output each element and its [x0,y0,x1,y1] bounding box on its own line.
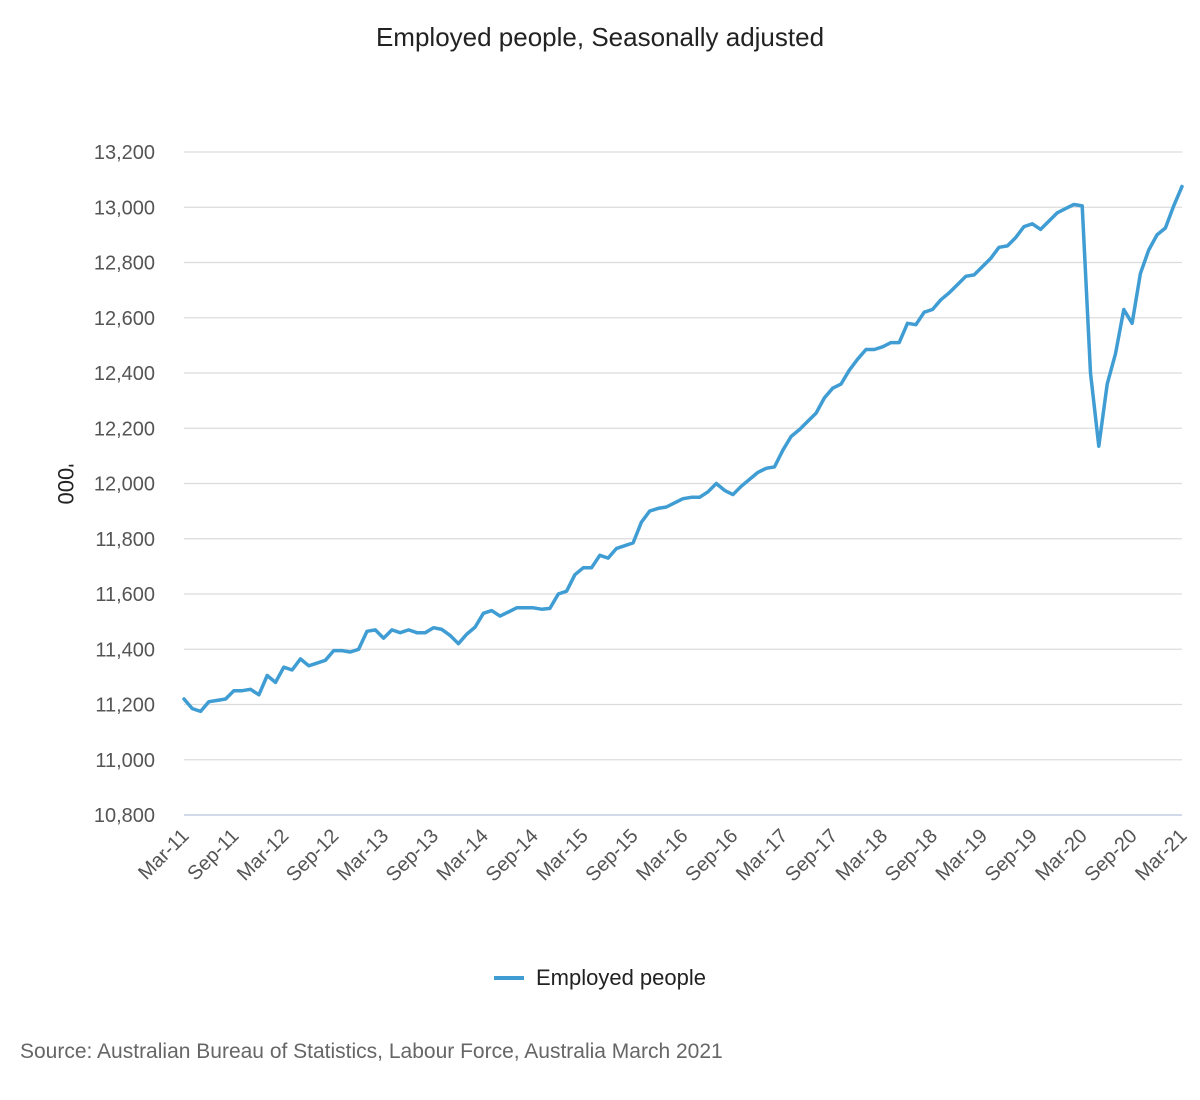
y-tick-label: 12,800 [94,253,155,275]
x-tick-label: Mar-15 [532,825,592,885]
source-note: Source: Australian Bureau of Statistics,… [20,1040,723,1063]
series-line-employed-people [182,184,1184,714]
y-tick-label: 11,000 [95,750,155,772]
x-tick-label: Sep-12 [282,825,343,886]
y-tick-label: 13,200 [94,142,155,164]
y-tick-label: 12,200 [94,418,155,440]
x-tick-label: Mar-14 [433,825,493,885]
x-axis-ticks: Mar-11Sep-11Mar-12Sep-12Mar-13Sep-13Mar-… [134,825,1191,886]
y-tick-label: 11,600 [95,584,155,606]
x-tick-label: Mar-20 [1031,825,1091,885]
y-tick-label: 11,800 [95,529,155,551]
y-tick-label: 13,000 [94,197,155,219]
y-tick-label: 11,400 [95,639,155,661]
y-tick-label: 12,000 [94,474,155,496]
y-tick-label: 12,400 [94,363,155,385]
x-tick-label: Sep-18 [881,825,942,886]
x-tick-label: Mar-21 [1131,825,1191,885]
x-tick-label: Sep-16 [681,825,742,886]
x-tick-label: Sep-14 [482,825,543,886]
x-tick-label: Mar-12 [233,825,293,885]
x-tick-label: Mar-19 [932,825,992,885]
x-tick-label: Sep-13 [382,825,443,886]
x-tick-label: Mar-11 [134,825,193,884]
gridlines [184,151,1182,816]
chart-title: Employed people, Seasonally adjusted [375,22,825,52]
x-tick-label: Sep-19 [981,825,1042,886]
series-layer [182,184,1184,714]
legend: Employed people [0,965,1200,991]
x-tick-label: Mar-13 [333,825,393,885]
y-axis-label: '000 [53,464,78,505]
y-tick-label: 10,800 [94,805,155,827]
legend-swatch [493,976,524,980]
x-tick-label: Mar-16 [632,825,692,885]
y-tick-label: 12,600 [94,308,155,330]
y-axis-ticks: 10,800 11,000 11,200 11,400 11,600 11,800 12,0… [94,142,155,827]
legend-label: Employed people [535,965,706,990]
x-tick-label: Sep-20 [1080,825,1141,886]
x-tick-label: Sep-11 [183,825,243,885]
x-tick-label: Mar-17 [732,825,792,885]
x-tick-label: Sep-15 [581,825,642,886]
x-tick-label: Sep-17 [781,825,842,886]
y-tick-label: 11,200 [95,695,155,717]
x-tick-label: Mar-18 [832,825,892,885]
